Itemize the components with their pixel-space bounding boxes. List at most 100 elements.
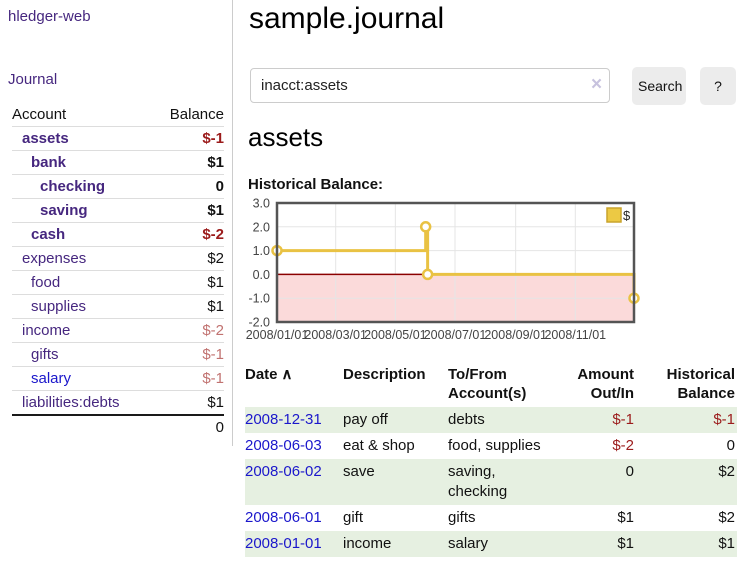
- account-row: liabilities:debts $1: [12, 390, 224, 414]
- sidebar-account-link-cash[interactable]: cash: [31, 226, 66, 243]
- account-balance: $-1: [202, 346, 224, 363]
- transaction-amount: 0: [625, 463, 634, 480]
- accounts-header-account: Account: [12, 106, 67, 123]
- accounts-total-balance: 0: [215, 419, 224, 436]
- transaction-description: save: [343, 463, 375, 480]
- register-column-header: To/From Account(s): [448, 366, 527, 402]
- account-balance: $1: [207, 274, 224, 291]
- sidebar-account-link-assets[interactable]: assets: [22, 130, 69, 147]
- account-balance: 0: [215, 178, 224, 195]
- svg-text:2008/09/01: 2008/09/01: [484, 328, 547, 342]
- transaction-amount: $1: [617, 509, 634, 526]
- sidebar-account-link-checking[interactable]: checking: [40, 178, 106, 195]
- sidebar-account-link-food[interactable]: food: [31, 274, 61, 291]
- transaction-balance: 0: [726, 437, 735, 454]
- page-title: sample.journal: [249, 2, 445, 35]
- register-row: 2008-06-01 gift gifts $1 $2: [245, 505, 737, 531]
- account-row: expenses $2: [12, 246, 224, 270]
- account-row: gifts $-1: [12, 342, 224, 366]
- svg-text:2008/07/01: 2008/07/01: [424, 328, 487, 342]
- svg-text:2008/05/01: 2008/05/01: [364, 328, 427, 342]
- transaction-accounts: saving, checking: [448, 463, 508, 500]
- accounts-header-balance: Balance: [169, 106, 224, 123]
- sidebar-account-link-salary[interactable]: salary: [31, 370, 72, 387]
- register-row: 2008-12-31 pay off debts $-1 $-1: [245, 407, 737, 433]
- accounts-table: Account Balance assets $-1 bank $1 checking 0…: [12, 103, 224, 439]
- transaction-description: gift: [343, 509, 364, 526]
- account-heading: assets: [248, 122, 324, 152]
- transaction-amount: $1: [617, 535, 634, 552]
- sidebar-divider: [232, 0, 233, 446]
- account-balance: $-2: [202, 322, 224, 339]
- sidebar-item-journal[interactable]: Journal: [8, 71, 58, 88]
- register-column-header: Historical Balance: [666, 366, 735, 402]
- register-header-row: Date ∧ Description To/From Account(s) Amount…: [245, 363, 737, 407]
- account-table-rows: assets $-1 bank $1 checking 0 saving $1 cash $-2 e…: [12, 126, 224, 414]
- transaction-accounts: debts: [448, 411, 485, 428]
- account-row: food $1: [12, 270, 224, 294]
- transaction-accounts: salary: [448, 535, 489, 552]
- transaction-date-link[interactable]: 2008-12-31: [245, 411, 322, 428]
- accounts-total-row: 0: [12, 414, 224, 439]
- account-balance: $1: [207, 202, 224, 219]
- transaction-amount: $-1: [612, 411, 634, 428]
- register-column-header: Amount Out/In: [577, 366, 634, 402]
- transaction-amount: $-2: [612, 437, 634, 454]
- sidebar-account-link-gifts[interactable]: gifts: [31, 346, 59, 363]
- brand-link[interactable]: hledger-web: [8, 8, 91, 25]
- chart-title: Historical Balance:: [248, 176, 384, 193]
- account-row: assets $-1: [12, 126, 224, 150]
- transaction-balance: $1: [718, 535, 735, 552]
- account-row: salary $-1: [12, 366, 224, 390]
- search-help-button[interactable]: ?: [700, 67, 736, 105]
- account-balance: $2: [207, 250, 224, 267]
- register-column-header[interactable]: Date ∧: [245, 366, 293, 383]
- transaction-description: eat & shop: [343, 437, 415, 454]
- transaction-balance: $2: [718, 463, 735, 480]
- search-button[interactable]: Search: [632, 67, 686, 105]
- account-row: bank $1: [12, 150, 224, 174]
- historical-balance-chart: $3.0 2.0 1.0 0.0 -1.0 -2.0 2008/01/01 2008/03/0…: [240, 196, 660, 348]
- account-row: cash $-2: [12, 222, 224, 246]
- account-row: supplies $1: [12, 294, 224, 318]
- register-row: 2008-01-01 income salary $1 $1: [245, 531, 737, 557]
- transaction-accounts: food, supplies: [448, 437, 541, 454]
- svg-text:1.0: 1.0: [253, 244, 270, 258]
- transaction-accounts: gifts: [448, 509, 476, 526]
- svg-text:$: $: [623, 208, 631, 223]
- account-balance: $-1: [202, 370, 224, 387]
- account-balance: $-1: [202, 130, 224, 147]
- svg-text:2008/11/01: 2008/11/01: [544, 328, 606, 342]
- account-balance: $1: [207, 298, 224, 315]
- sidebar-account-link-supplies[interactable]: supplies: [31, 298, 87, 315]
- svg-text:-2.0: -2.0: [248, 316, 270, 330]
- clear-search-icon[interactable]: ×: [591, 74, 603, 95]
- register-table: Date ∧ Description To/From Account(s) Amount…: [245, 363, 737, 557]
- transaction-date-link[interactable]: 2008-06-02: [245, 463, 322, 480]
- sidebar-account-link-income[interactable]: income: [22, 322, 71, 339]
- sidebar-account-link-liabilities-debts[interactable]: liabilities:debts: [22, 394, 120, 411]
- account-balance: $-2: [202, 226, 224, 243]
- transaction-date-link[interactable]: 2008-06-01: [245, 509, 322, 526]
- svg-text:2008/01/01: 2008/01/01: [246, 328, 309, 342]
- sidebar-account-link-saving[interactable]: saving: [40, 202, 88, 219]
- search-input[interactable]: [250, 68, 610, 103]
- register-row: 2008-06-03 eat & shop food, supplies $-2 0: [245, 433, 737, 459]
- account-row: checking 0: [12, 174, 224, 198]
- transaction-date-link[interactable]: 2008-06-03: [245, 437, 322, 454]
- transaction-balance: $2: [718, 509, 735, 526]
- svg-text:2008/03/01: 2008/03/01: [304, 328, 367, 342]
- svg-text:0.0: 0.0: [253, 268, 270, 282]
- sidebar-account-link-bank[interactable]: bank: [31, 154, 67, 171]
- account-row: saving $1: [12, 198, 224, 222]
- sidebar-account-link-expenses[interactable]: expenses: [22, 250, 87, 267]
- transaction-date-link[interactable]: 2008-01-01: [245, 535, 322, 552]
- account-balance: $1: [207, 394, 224, 411]
- account-balance: $1: [207, 154, 224, 171]
- sort-ascending-icon: ∧: [281, 366, 293, 383]
- transaction-balance: $-1: [713, 411, 735, 428]
- account-row: income $-2: [12, 318, 224, 342]
- register-row: 2008-06-02 save saving, checking 0 $2: [245, 459, 737, 505]
- accounts-table-header: Account Balance: [12, 103, 224, 126]
- svg-text:3.0: 3.0: [253, 197, 270, 211]
